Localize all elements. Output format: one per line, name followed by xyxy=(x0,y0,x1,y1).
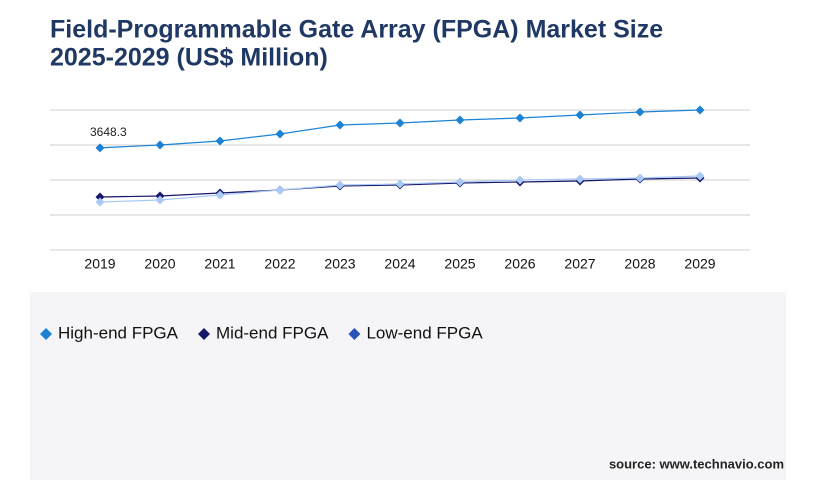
data-label: 3648.3 xyxy=(90,125,127,139)
x-tick-label: 2023 xyxy=(324,256,355,272)
x-tick-label: 2029 xyxy=(684,256,715,272)
source: source: www.technavio.com xyxy=(609,456,784,471)
x-tick-label: 2024 xyxy=(384,256,415,272)
data-point xyxy=(575,174,585,184)
data-point xyxy=(395,179,405,189)
data-point xyxy=(95,197,105,207)
x-tick-label: 2022 xyxy=(264,256,295,272)
data-point xyxy=(515,113,525,123)
data-point xyxy=(455,115,465,125)
data-point xyxy=(575,110,585,120)
x-tick-label: 2019 xyxy=(84,256,115,272)
footer-panel xyxy=(30,292,786,480)
data-point xyxy=(155,195,165,205)
data-point xyxy=(695,171,705,181)
legend-marker xyxy=(198,328,210,340)
data-point xyxy=(95,192,105,202)
data-point xyxy=(215,136,225,146)
data-point xyxy=(215,190,225,200)
x-tick-label: 2026 xyxy=(504,256,535,272)
data-point xyxy=(635,107,645,117)
data-point xyxy=(275,185,285,195)
legend-label: Low-end FPGA xyxy=(366,323,483,342)
legend-marker xyxy=(40,328,52,340)
x-tick-label: 2027 xyxy=(564,256,595,272)
data-point xyxy=(395,118,405,128)
data-point xyxy=(275,129,285,139)
legend-label: High-end FPGA xyxy=(58,323,179,342)
chart-title: Field-Programmable Gate Array (FPGA) Mar… xyxy=(50,16,663,44)
data-point xyxy=(335,120,345,130)
data-point xyxy=(155,140,165,150)
data-point xyxy=(335,180,345,190)
x-tick-label: 2020 xyxy=(144,256,175,272)
data-point xyxy=(695,105,705,115)
legend-marker xyxy=(348,328,361,340)
data-point xyxy=(515,175,525,185)
x-tick-label: 2025 xyxy=(444,256,475,272)
data-point xyxy=(455,177,465,187)
chart-subtitle: 2025-2029 (US$ Million) xyxy=(50,44,328,72)
x-tick-label: 2021 xyxy=(204,256,235,272)
data-point xyxy=(635,173,645,183)
x-tick-label: 2028 xyxy=(624,256,655,272)
legend-label: Mid-end FPGA xyxy=(216,323,329,342)
data-point xyxy=(95,143,105,153)
